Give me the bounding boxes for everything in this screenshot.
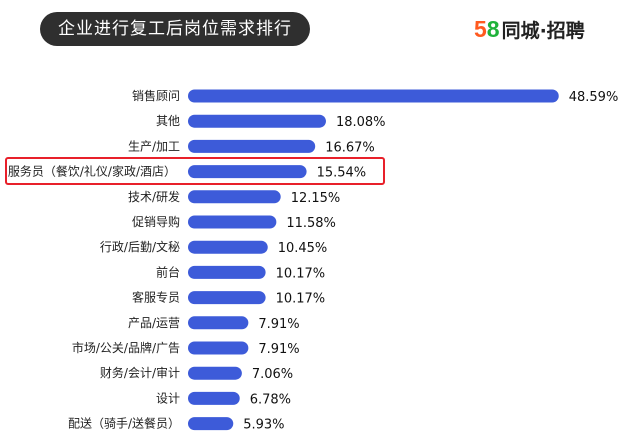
value-label: 18.08% [336,115,386,130]
category-label: 配送（骑手/送餐员） [68,416,180,431]
category-label: 产品/运营 [128,316,180,330]
category-label: 前台 [156,264,180,279]
brand-name: 同城·招聘 [501,19,585,42]
value-label: 15.54% [317,166,367,181]
bar [188,341,249,355]
category-label: 销售顾问 [132,88,180,103]
bar [188,139,316,153]
bar [188,215,277,229]
category-label: 客服专员 [132,290,180,305]
value-label: 48.59% [569,90,619,105]
bar [188,265,266,279]
bar [188,391,240,405]
bar [188,366,242,380]
category-label: 财务/会计/审计 [100,365,180,380]
value-label: 10.17% [276,292,326,307]
bar [188,114,326,128]
category-label: 技术/研发 [128,189,180,204]
value-label: 7.06% [252,367,293,382]
chart-title: 企业进行复工后岗位需求排行 [40,12,310,46]
brand-logo: 5 8 同城·招聘 [474,14,585,44]
bar [188,89,559,103]
value-label: 10.17% [276,266,326,281]
category-label: 其他 [156,114,180,128]
value-label: 5.93% [243,418,284,433]
bar [188,190,281,204]
value-label: 11.58% [286,216,336,231]
bar [188,316,249,330]
value-label: 6.78% [250,392,291,407]
category-label: 生产/加工 [128,139,180,153]
value-label: 7.91% [258,342,299,357]
value-label: 12.15% [291,191,341,206]
category-label: 设计 [156,391,180,405]
value-label: 7.91% [258,317,299,332]
bar [188,240,268,254]
category-label: 促销导购 [132,214,180,229]
brand-digit-eight: 8 [486,15,500,42]
category-label: 服务员（餐饮/礼仪/家政/酒店） [8,164,176,179]
value-label: 10.45% [278,241,328,256]
value-label: 16.67% [325,140,375,155]
highlight-box [5,157,385,185]
category-label: 市场/公关/品牌/广告 [72,340,180,355]
bar [188,291,266,305]
bar [188,165,307,179]
category-label: 行政/后勤/文秘 [100,239,180,254]
bar [188,417,234,431]
brand-digit-five: 5 [474,15,487,42]
